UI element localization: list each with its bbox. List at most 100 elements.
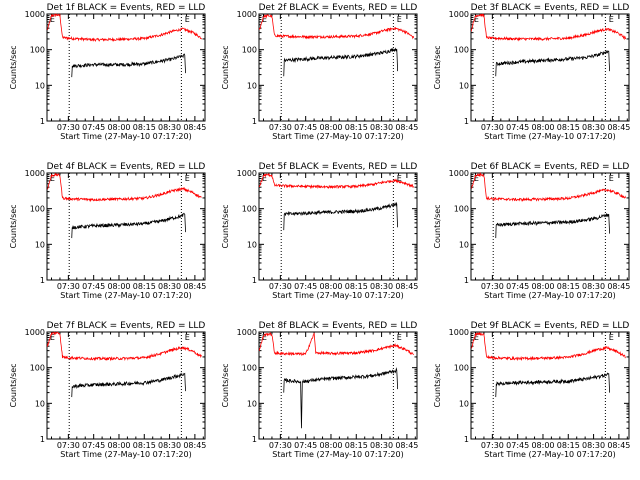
plot-frame [470,172,630,281]
y-axis-label: Counts/sec [9,204,18,248]
y-tick-label: 100 [242,364,257,373]
x-tick-label: 07:30 [57,123,80,132]
y-tick-label: 1 [252,117,257,126]
event-marker-label: E [185,333,190,342]
x-tick-label: 08:30 [370,441,393,450]
x-axis-label: Start Time (27-May-10 07:17:20) [484,132,615,141]
x-axis-label: Start Time (27-May-10 07:17:20) [272,291,403,300]
x-axis-label: Start Time (27-May-10 07:17:20) [60,450,191,459]
events-series-line [283,367,398,429]
plot-frame [470,13,630,122]
y-tick-label: 1 [252,435,257,444]
x-tick-label: 08:30 [158,282,181,291]
events-series-line [495,372,610,398]
x-tick-label: 07:45 [82,441,105,450]
event-marker-label: E [474,174,479,183]
x-tick-label: 08:15 [557,282,580,291]
y-tick-label: 100 [454,364,469,373]
y-tick-label: 1000 [25,169,45,178]
y-tick-label: 100 [242,46,257,55]
event-marker-label: E [262,15,267,24]
event-marker-label: E [262,333,267,342]
x-tick-label: 07:45 [506,441,529,450]
panel-title: Det 9f BLACK = Events, RED = LLD [471,321,630,331]
event-marker-label: E [262,174,267,183]
y-tick-label: 1000 [25,328,45,337]
y-tick-label: 10 [459,240,469,249]
x-tick-label: 07:45 [294,123,317,132]
lld-series-line [47,172,202,203]
panel-det-7: Det 7f BLACK = Events, RED = LLD 1 10 100 10… [9,321,206,459]
x-tick-label: 08:00 [319,441,342,450]
y-tick-label: 1000 [25,10,45,19]
panel-title: Det 8f BLACK = Events, RED = LLD [259,321,418,331]
plot-frame [46,172,206,281]
panel-title: Det 1f BLACK = Events, RED = LLD [47,3,206,13]
x-axis-label: Start Time (27-May-10 07:17:20) [60,132,191,141]
y-tick-label: 1000 [237,10,257,19]
y-tick-label: 1 [40,276,45,285]
x-tick-label: 07:45 [294,441,317,450]
plot-frame [46,331,206,440]
x-tick-label: 08:30 [582,441,605,450]
y-tick-label: 10 [35,81,45,90]
x-axis-label: Start Time (27-May-10 07:17:20) [484,291,615,300]
y-tick-label: 1000 [449,10,469,19]
x-tick-label: 08:30 [582,282,605,291]
y-axis-label: Counts/sec [433,363,442,407]
x-tick-label: 08:15 [133,282,156,291]
y-tick-label: 1000 [449,328,469,337]
x-tick-label: 08:30 [158,123,181,132]
lld-series-line [258,173,414,190]
panel-title: Det 2f BLACK = Events, RED = LLD [259,3,418,13]
event-marker-label: E [397,333,402,342]
x-axis-label: Start Time (27-May-10 07:17:20) [484,450,615,459]
panel-title: Det 3f BLACK = Events, RED = LLD [471,3,630,13]
x-tick-label: 08:15 [345,123,368,132]
y-axis-label: Counts/sec [433,45,442,89]
x-tick-label: 08:15 [345,282,368,291]
events-series-line [71,53,186,78]
x-axis-label: Start Time (27-May-10 07:17:20) [60,291,191,300]
y-tick-label: 100 [30,205,45,214]
event-marker-label: E [609,333,614,342]
panel-title: Det 5f BLACK = Events, RED = LLD [259,162,418,172]
x-axis-label: Start Time (27-May-10 07:17:20) [272,132,403,141]
events-series-line [283,47,398,77]
events-series-line [71,212,186,239]
y-tick-label: 1000 [449,169,469,178]
x-tick-label: 07:30 [269,123,292,132]
x-tick-label: 07:30 [57,282,80,291]
x-tick-label: 07:45 [82,282,105,291]
events-series-line [71,372,186,398]
x-tick-label: 08:00 [319,282,342,291]
x-tick-label: 07:30 [269,441,292,450]
y-tick-label: 10 [247,81,257,90]
x-tick-label: 08:30 [158,441,181,450]
y-tick-label: 1000 [237,169,257,178]
y-tick-label: 10 [459,81,469,90]
y-tick-label: 10 [247,240,257,249]
y-tick-label: 10 [247,399,257,408]
panel-det-1: Det 1f BLACK = Events, RED = LLD 1 10 100 10… [9,3,206,141]
x-tick-label: 08:00 [531,123,554,132]
x-tick-label: 08:00 [319,123,342,132]
plot-frame [258,172,418,281]
y-tick-label: 100 [454,46,469,55]
panel-det-5: Det 5f BLACK = Events, RED = LLD 1 10 100 10… [221,162,418,300]
y-tick-label: 10 [35,399,45,408]
x-tick-label: 08:00 [531,282,554,291]
x-tick-label: 07:30 [481,441,504,450]
x-tick-label: 08:45 [607,123,630,132]
y-tick-label: 100 [30,46,45,55]
y-axis-label: Counts/sec [433,204,442,248]
x-tick-label: 08:45 [395,282,418,291]
panel-det-4: Det 4f BLACK = Events, RED = LLD 1 10 100 10… [9,162,206,300]
event-marker-label: E [609,15,614,24]
y-tick-label: 100 [242,205,257,214]
x-tick-label: 08:45 [183,441,206,450]
y-tick-label: 1 [464,117,469,126]
lld-series-line [471,172,626,202]
event-marker-label: E [474,333,479,342]
events-series-line [495,49,610,77]
